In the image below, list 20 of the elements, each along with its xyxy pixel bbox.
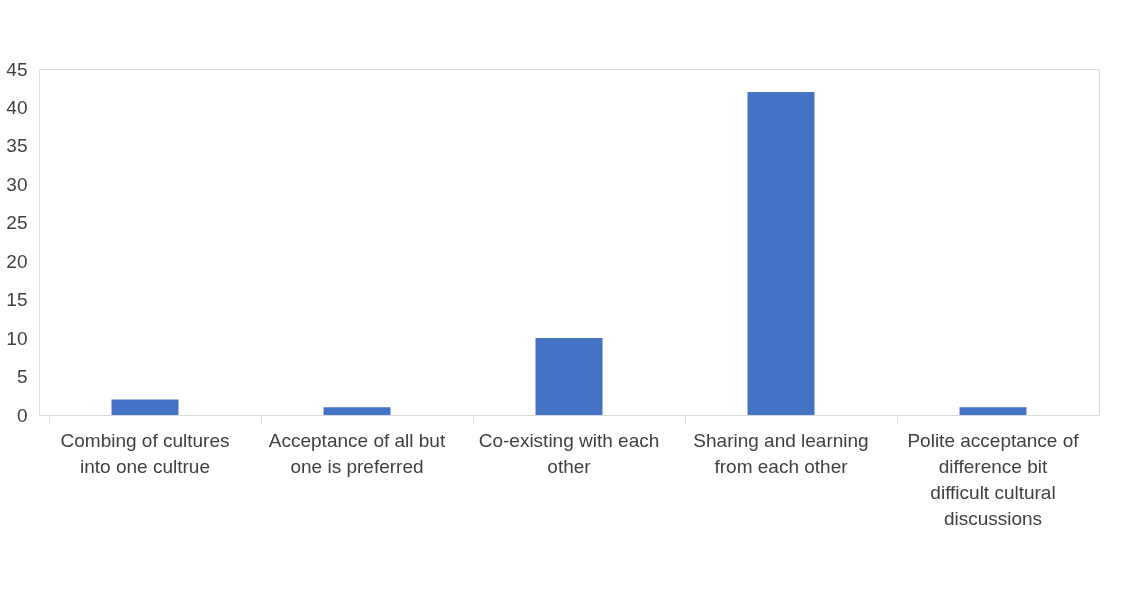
- bar: [111, 399, 179, 415]
- y-tick-label: 0: [16, 404, 28, 426]
- bar: [323, 407, 391, 415]
- y-tick-label: 40: [6, 96, 28, 118]
- bar: [959, 407, 1027, 415]
- bar: [535, 338, 603, 415]
- x-tick-label: Sharing and learning from each other: [693, 429, 869, 477]
- y-tick-label: 35: [6, 135, 28, 157]
- y-tick-label: 45: [6, 58, 28, 80]
- x-tick-label: Co-existing with each other: [478, 429, 660, 477]
- x-tick-label: Polite acceptance of difference bit difficult cultural discussions: [907, 429, 1080, 529]
- y-tick-label: 5: [16, 366, 28, 388]
- y-tick-label: 25: [6, 212, 28, 234]
- y-tick-label: 10: [6, 327, 28, 349]
- y-tick-label: 15: [6, 289, 28, 311]
- y-tick-label: 20: [6, 250, 28, 272]
- x-tick-label: Acceptance of all but one is preferred: [268, 429, 446, 477]
- x-tick-label: Combing of cultures into one cultrue: [60, 429, 230, 477]
- bar: [747, 92, 815, 415]
- y-tick-label: 30: [6, 173, 28, 195]
